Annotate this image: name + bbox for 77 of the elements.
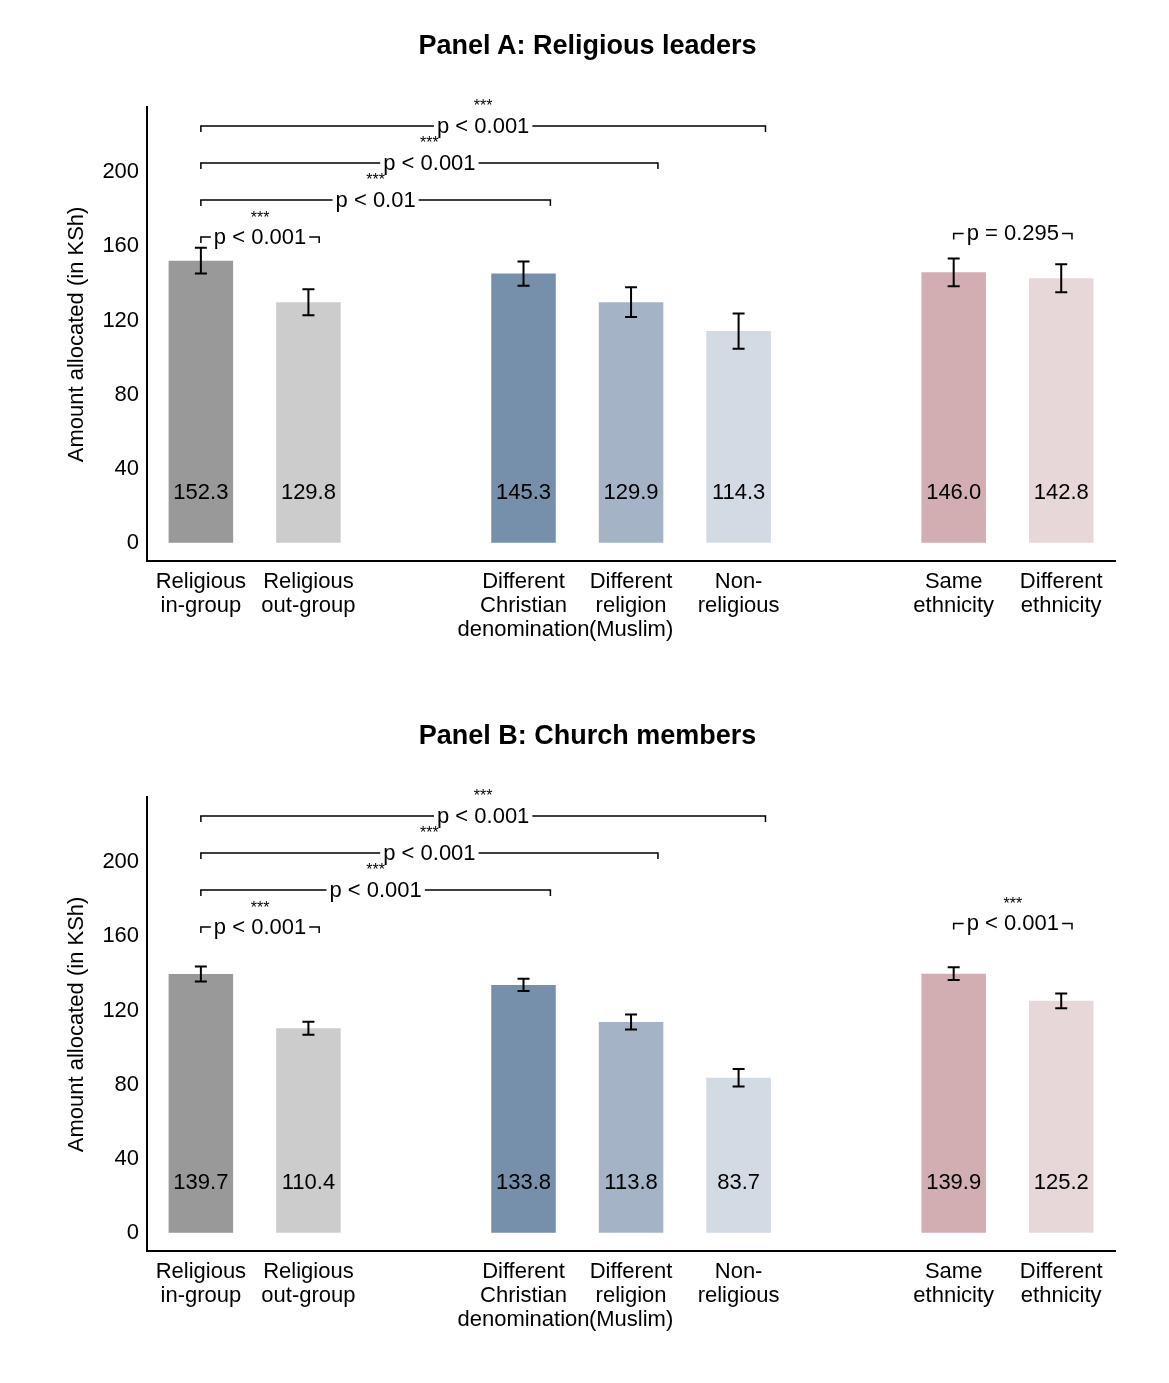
annotation: *** (250, 208, 270, 226)
y-tick-label: 200 (102, 158, 140, 184)
annotation: *** (420, 824, 439, 842)
bar (491, 984, 556, 1233)
x-tick-label: Religious in-group (155, 567, 247, 617)
chart-title: Panel A: Religious leaders (418, 29, 757, 60)
annotation: p < 0.001 (383, 150, 476, 176)
annotation: *** (1003, 894, 1023, 912)
bar (1028, 278, 1094, 543)
y-tick-label: 120 (102, 306, 140, 332)
y-axis-title: Amount allocated (in KSh) (63, 206, 89, 463)
data-label: 110.4 (281, 1168, 336, 1194)
bar (168, 260, 234, 543)
data-label: 83.7 (717, 1168, 761, 1194)
bar (276, 302, 341, 543)
bar (598, 302, 664, 543)
annotation: *** (366, 861, 385, 879)
bar (921, 272, 986, 543)
data-label: 129.8 (280, 478, 336, 504)
data-label: 114.3 (711, 478, 766, 504)
annotation: *** (420, 134, 439, 152)
x-tick-label: Same ethnicity (913, 567, 995, 617)
y-tick-label: 40 (114, 454, 140, 480)
data-label: 113.8 (604, 1168, 658, 1194)
annotation: p < 0.01 (335, 187, 416, 213)
x-tick-label: Non- religious (697, 1257, 780, 1307)
annotation: *** (473, 787, 493, 805)
annotation: *** (250, 898, 270, 916)
annotation: p < 0.001 (213, 224, 307, 250)
x-tick-label: Religious in-group (155, 1257, 247, 1307)
bar (276, 1028, 341, 1233)
x-tick-label: Religious out-group (261, 567, 356, 617)
x-tick-label: Same ethnicity (913, 1257, 995, 1307)
x-tick-label: Different Christian denomination (457, 1257, 590, 1331)
bar (706, 331, 771, 543)
y-tick-label: 120 (102, 996, 140, 1022)
annotation: p < 0.001 (329, 877, 422, 903)
annotation: p = 0.295 (966, 220, 1060, 246)
annotation: p < 0.001 (383, 840, 476, 866)
data-label: 139.9 (926, 1168, 982, 1194)
data-label: 133.8 (495, 1168, 552, 1194)
bar (491, 273, 556, 543)
annotation: *** (473, 97, 493, 115)
annotation: p < 0.001 (436, 802, 530, 828)
data-label: 145.3 (495, 478, 552, 504)
x-tick-label: Different religion (Muslim) (588, 567, 674, 641)
y-tick-label: 80 (114, 380, 140, 406)
chart-title: Panel B: Church members (418, 719, 757, 750)
annotation: p < 0.001 (966, 910, 1060, 936)
x-tick-label: Different religion (Muslim) (588, 1257, 674, 1331)
annotation: *** (366, 171, 385, 189)
x-tick-label: Non- religious (697, 567, 780, 617)
x-tick-label: Different Christian denomination (457, 567, 590, 641)
data-label: 152.3 (173, 478, 229, 504)
bar (598, 1021, 664, 1233)
annotation: p < 0.001 (436, 112, 530, 138)
y-axis-title: Amount allocated (in KSh) (63, 896, 89, 1153)
y-tick-label: 0 (126, 528, 140, 554)
data-label: 139.7 (173, 1168, 229, 1194)
bar (168, 974, 234, 1233)
y-tick-label: 160 (102, 922, 140, 948)
y-tick-label: 160 (102, 232, 140, 258)
y-tick-label: 0 (126, 1218, 140, 1244)
data-label: 146.0 (926, 478, 982, 504)
y-tick-label: 40 (114, 1144, 140, 1170)
x-tick-label: Religious out-group (261, 1257, 356, 1307)
x-tick-label: Different ethnicity (1019, 567, 1103, 617)
bar (706, 1077, 771, 1233)
bar (921, 973, 986, 1233)
annotation: p < 0.001 (213, 914, 307, 940)
data-label: 129.9 (603, 478, 659, 504)
data-label: 142.8 (1033, 478, 1089, 504)
data-label: 125.2 (1033, 1168, 1089, 1194)
bar (1028, 1000, 1094, 1233)
y-tick-label: 200 (102, 848, 140, 874)
y-tick-label: 80 (114, 1070, 140, 1096)
x-tick-label: Different ethnicity (1019, 1257, 1103, 1307)
